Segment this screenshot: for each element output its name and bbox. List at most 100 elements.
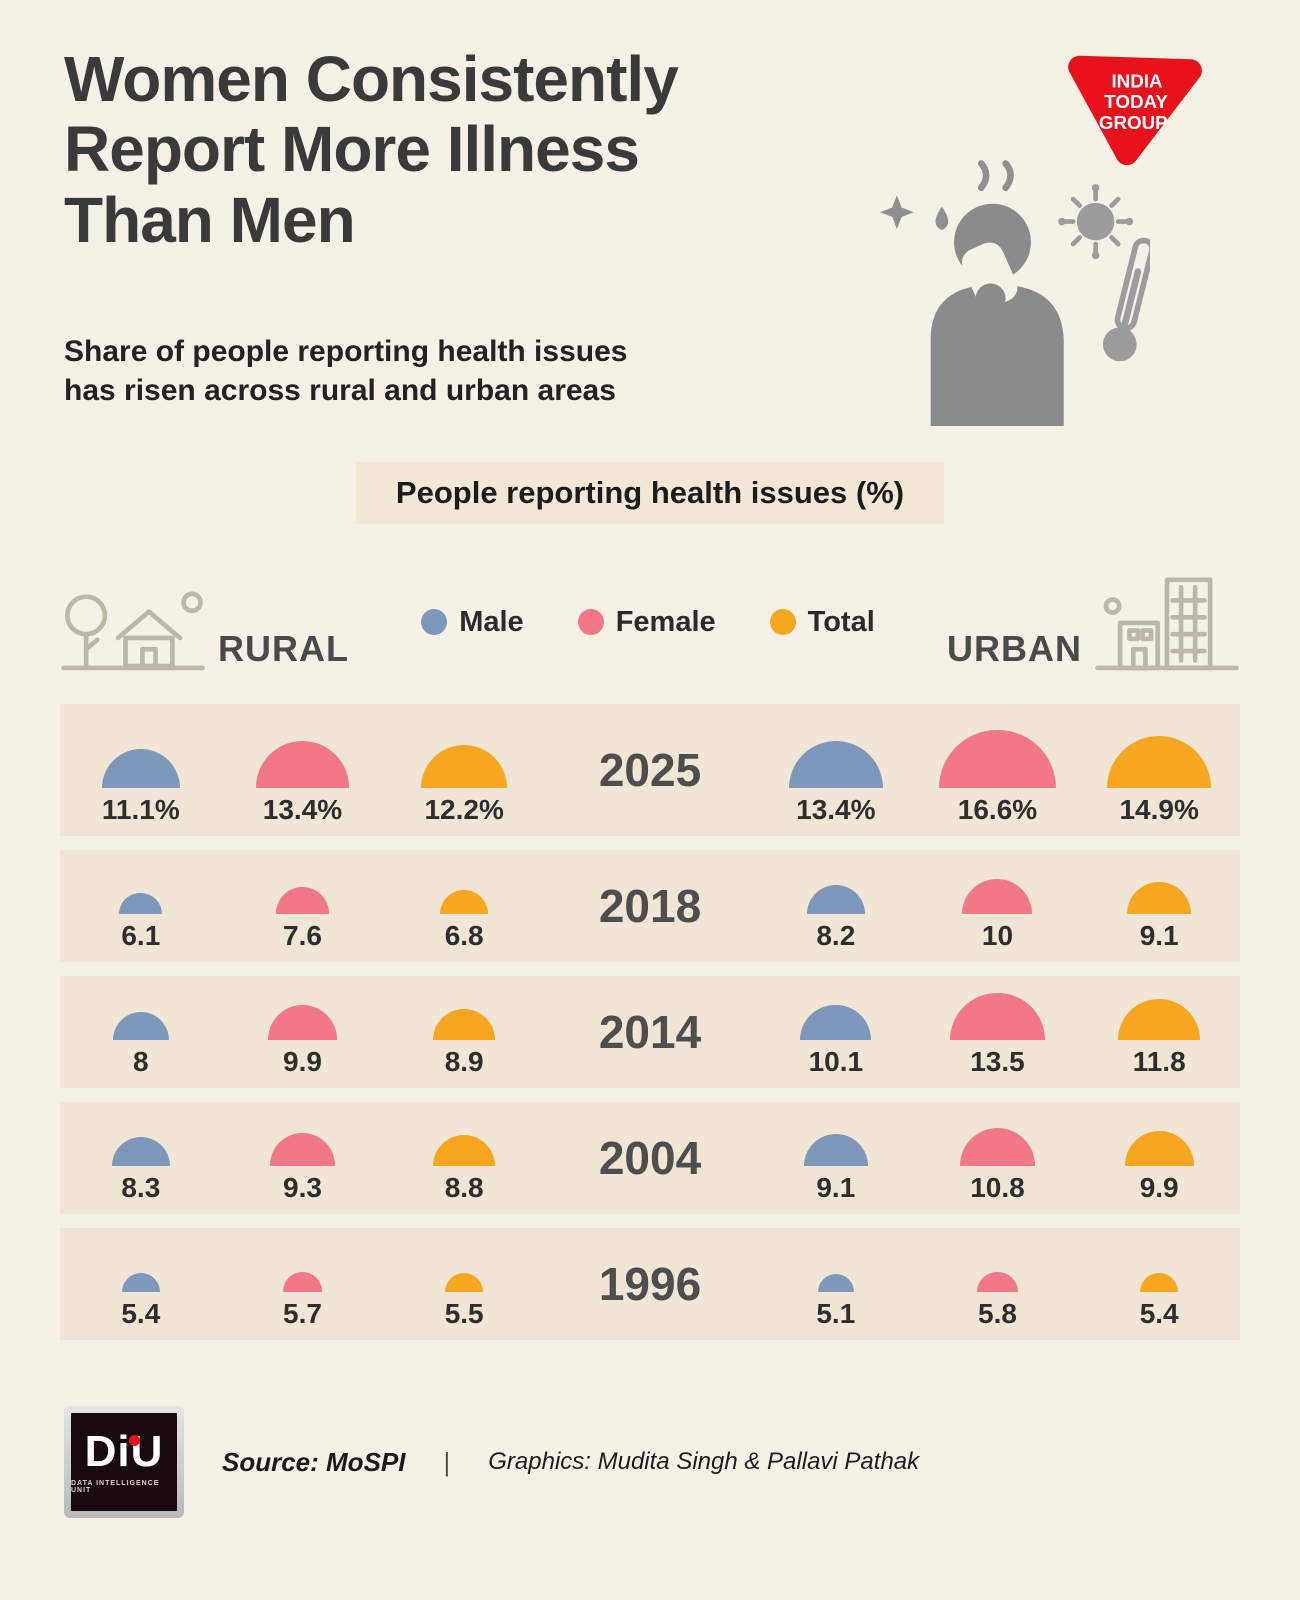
sick-person-icon [880, 160, 1150, 426]
value-label: 10 [981, 920, 1014, 951]
datapoint-2025-urban-female: 16.6% [917, 704, 1079, 836]
datapoint-2004-urban-total: 9.9 [1078, 1102, 1240, 1214]
year-row-2018: 6.1 7.6 6.8 2018 8.2 10 9.1 [60, 850, 1240, 962]
value-label: 9.1 [816, 1172, 856, 1203]
value-label: 7.6 [283, 920, 322, 951]
year-label: 1996 [598, 1258, 702, 1310]
semicircle-female [267, 1005, 338, 1040]
datapoint-2025-urban-total: 14.9% [1078, 704, 1240, 836]
datapoint-1996-urban-female: 5.8 [917, 1228, 1079, 1340]
value-label: 5.4 [121, 1298, 161, 1329]
value-label: 8.2 [816, 920, 856, 951]
credits-text: Graphics: Mudita Singh & Pallavi Pathak [488, 1448, 920, 1475]
sparkle-icon [880, 195, 914, 230]
rural-group-header: RURAL [58, 570, 349, 674]
page-subtitle: Share of people reporting health issues … [64, 332, 627, 410]
diu-logo: DiU DATA INTELLIGENCE UNIT [64, 1406, 184, 1518]
datapoint-2014-rural-female: 9.9 [222, 976, 384, 1088]
diu-tagline: DATA INTELLIGENCE UNIT [71, 1480, 160, 1494]
datapoint-2004-rural-female: 9.3 [222, 1102, 384, 1214]
value-label: 13.4% [262, 794, 343, 825]
datapoint-2025-urban-male: 13.4% [755, 704, 917, 836]
urban-icon [1095, 577, 1239, 671]
title-line-1: Women Consistently [64, 43, 679, 115]
india-today-group-logo: INDIA TODAY GROUP [1068, 55, 1202, 166]
legend-dot-female [577, 609, 604, 635]
semicircle-female [255, 741, 350, 788]
semicircle-male [807, 885, 865, 914]
footer: DiU DATA INTELLIGENCE UNIT Source: MoSPI… [64, 1406, 1236, 1518]
subtitle-line-1: Share of people reporting health issues [64, 335, 628, 368]
semicircle-total [1117, 998, 1201, 1040]
datapoint-2014-rural-male: 8 [60, 976, 222, 1088]
datapoint-2025-rural-female: 13.4% [222, 704, 384, 836]
legend-label-female: Female [615, 605, 716, 638]
rural-label: RURAL [218, 628, 349, 669]
datapoint-1996-rural-female: 5.7 [222, 1228, 384, 1340]
datapoint-2018-urban-total: 9.1 [1078, 850, 1240, 962]
datapoint-2014-urban-male: 10.1 [755, 976, 917, 1088]
semicircle-female [939, 729, 1056, 788]
datapoint-1996-rural-male: 5.4 [60, 1228, 222, 1340]
title-line-3: Than Men [64, 183, 356, 256]
thermometer-icon [1102, 237, 1150, 362]
value-label: 9.1 [1139, 920, 1179, 951]
value-label: 9.9 [283, 1046, 322, 1077]
value-label: 8 [133, 1046, 149, 1077]
datapoint-2014-rural-total: 8.9 [383, 976, 545, 1088]
chart-rows: 11.1% 13.4% 12.2% 2025 13.4% 16.6% 14.9 [60, 704, 1240, 1340]
legend: Male Female Total [349, 606, 947, 639]
year-label: 2014 [598, 1006, 702, 1058]
semicircle-male [800, 1004, 872, 1040]
value-label: 10.8 [970, 1172, 1025, 1203]
legend-item-female: Female [577, 605, 716, 639]
semicircle-male [788, 741, 883, 788]
value-label: 5.1 [816, 1298, 856, 1329]
semicircle-male [803, 1134, 868, 1166]
semicircle-female [269, 1133, 336, 1166]
footer-divider: | [443, 1446, 451, 1477]
source-text: Source: MoSPI [222, 1446, 406, 1477]
datapoint-2018-urban-female: 10 [917, 850, 1079, 962]
diu-dot [129, 1435, 140, 1446]
value-label: 8.8 [444, 1172, 484, 1203]
diu-name: DiU [84, 1427, 164, 1476]
urban-label: URBAN [947, 628, 1082, 669]
semicircle-male [121, 1273, 160, 1292]
brand-line-3: GROUP [1099, 112, 1168, 133]
value-label: 5.4 [1139, 1298, 1179, 1329]
semicircle-male [817, 1274, 854, 1292]
value-label: 8.9 [444, 1046, 484, 1077]
value-label: 5.7 [283, 1298, 322, 1329]
value-label: 9.3 [283, 1172, 322, 1203]
legend-row: RURAL Male Female Total URBAN [58, 570, 1242, 674]
value-label: 9.9 [1139, 1172, 1179, 1203]
brand-line-2: TODAY [1104, 91, 1168, 112]
value-label: 5.5 [444, 1298, 484, 1329]
semicircle-female [282, 1272, 323, 1292]
datapoint-2018-urban-male: 8.2 [755, 850, 917, 962]
legend-item-total: Total [769, 606, 875, 639]
semicircle-total [1124, 1131, 1194, 1166]
legend-dot-male [421, 609, 448, 635]
semicircle-male [119, 892, 163, 914]
value-label: 11.1% [101, 794, 180, 825]
datapoint-2004-urban-male: 9.1 [755, 1102, 917, 1214]
legend-label-male: Male [459, 605, 524, 638]
datapoint-2014-urban-total: 11.8 [1078, 976, 1240, 1088]
datapoint-2018-rural-female: 7.6 [222, 850, 384, 962]
datapoint-2014-urban-female: 13.5 [917, 976, 1079, 1088]
year-label: 2018 [598, 880, 702, 932]
semicircle-male [111, 1136, 170, 1166]
datapoint-2018-rural-male: 6.1 [60, 850, 222, 962]
datapoint-1996-urban-male: 5.1 [755, 1228, 917, 1340]
value-label: 6.1 [121, 920, 161, 951]
value-label: 12.2% [424, 794, 504, 825]
datapoint-1996-rural-total: 5.5 [383, 1228, 545, 1340]
semicircle-total [1107, 735, 1212, 788]
semicircle-total [421, 745, 507, 788]
virus-icon [1058, 184, 1134, 260]
value-label: 13.4% [796, 794, 876, 825]
year-label: 2025 [598, 744, 702, 796]
value-label: 8.3 [121, 1172, 161, 1203]
